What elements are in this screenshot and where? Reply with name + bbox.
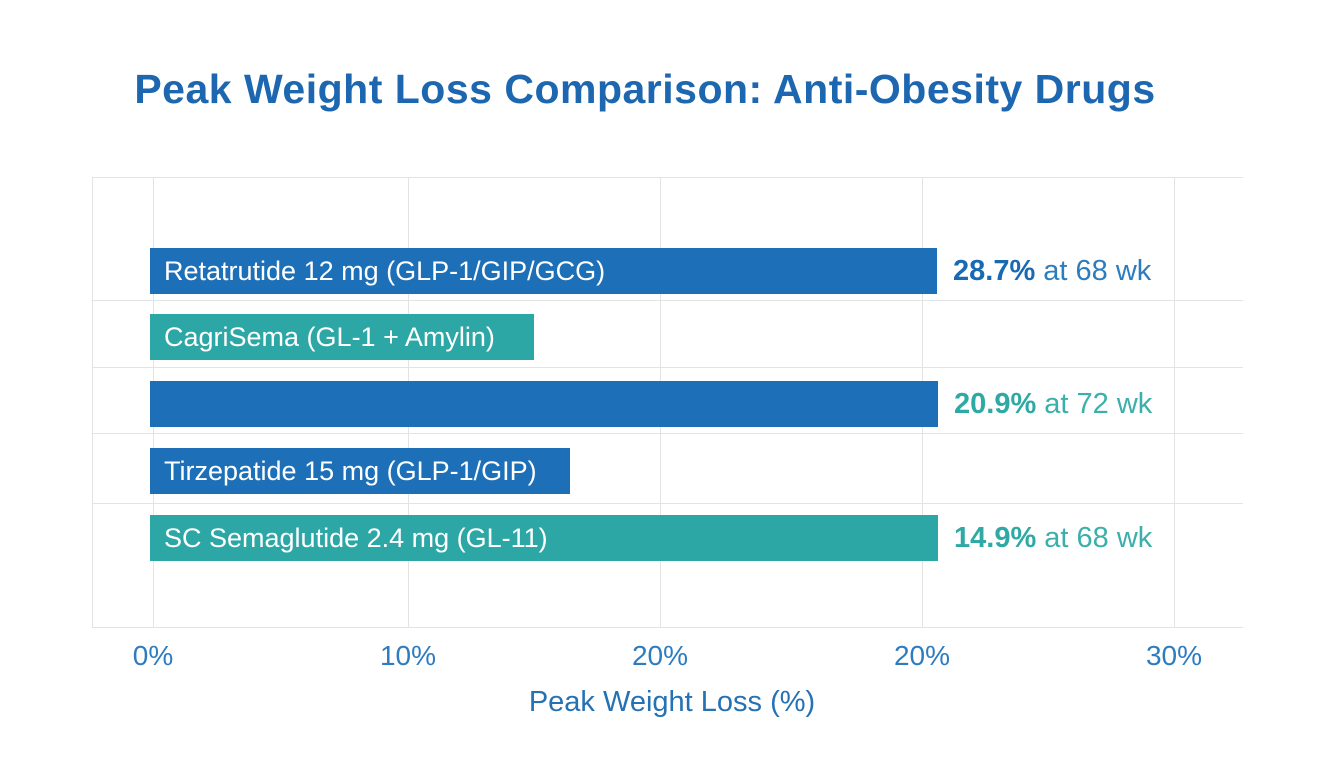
gridline-horizontal	[92, 300, 1243, 301]
value-timepoint: at 68 wk	[1036, 522, 1153, 554]
bar-value-annotation: 14.9% at 68 wk	[954, 524, 1152, 553]
x-tick-label: 10%	[379, 640, 437, 671]
gridline-horizontal	[92, 433, 1243, 434]
bar: Retatrutide 12 mg (GLP-1/GIP/GCG)	[150, 248, 937, 294]
x-tick-label: 30%	[1145, 640, 1203, 671]
bar-label: SC Semaglutide 2.4 mg (GL-11)	[164, 522, 548, 553]
bar-value-annotation: 20.9% at 72 wk	[954, 390, 1152, 419]
gridline-vertical	[1174, 177, 1175, 627]
value-number: 20.9%	[954, 388, 1037, 420]
bar-value-annotation: 28.7% at 68 wk	[953, 257, 1151, 286]
bar-label: Retatrutide 12 mg (GLP-1/GIP/GCG)	[164, 255, 606, 286]
gridline-horizontal	[92, 627, 1243, 628]
x-axis-label: Peak Weight Loss (%)	[528, 686, 816, 718]
bar	[150, 381, 938, 427]
value-timepoint: at 72 wk	[1036, 388, 1153, 420]
gridline-horizontal	[92, 367, 1243, 368]
chart-title: Peak Weight Loss Comparison: Anti-Obesit…	[134, 66, 1156, 112]
x-tick-label: 0%	[132, 640, 174, 671]
bar: SC Semaglutide 2.4 mg (GL-11)	[150, 515, 938, 561]
bar: CagriSema (GL-1 + Amylin)	[150, 314, 534, 360]
gridline-horizontal	[92, 177, 1243, 178]
x-tick-label: 20%	[893, 640, 951, 671]
plot-area: Retatrutide 12 mg (GLP-1/GIP/GCG) 28.7% a…	[92, 177, 1243, 628]
bar: Tirzepatide 15 mg (GLP-1/GIP)	[150, 448, 570, 494]
value-timepoint: at 68 wk	[1035, 255, 1152, 287]
gridline-vertical	[92, 177, 93, 627]
gridline-horizontal	[92, 503, 1243, 504]
value-number: 28.7%	[953, 255, 1036, 287]
bar-label: CagriSema (GL-1 + Amylin)	[164, 321, 495, 352]
bar-label: Tirzepatide 15 mg (GLP-1/GIP)	[164, 455, 537, 486]
value-number: 14.9%	[954, 522, 1037, 554]
x-tick-label: 20%	[631, 640, 689, 671]
